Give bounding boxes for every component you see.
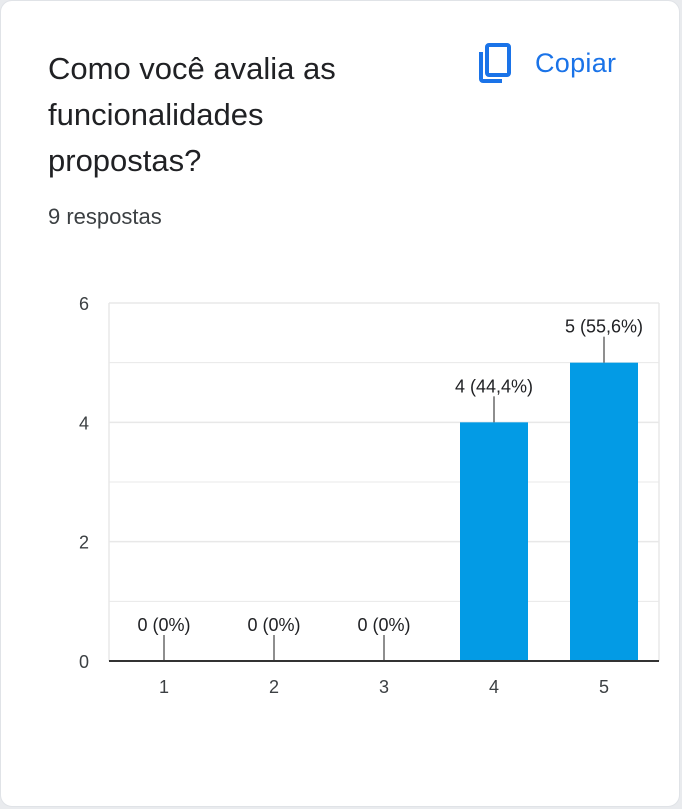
y-tick-label: 0: [79, 652, 89, 672]
response-count: 9 respostas: [48, 204, 162, 229]
y-tick-label: 6: [79, 294, 89, 314]
copy-icon: [479, 43, 511, 83]
copy-button[interactable]: Copiar: [477, 41, 616, 85]
bar: [460, 422, 528, 661]
x-tick-label: 1: [159, 677, 169, 697]
y-tick-label: 2: [79, 533, 89, 553]
question-title: Como você avalia as funcionalidades prop…: [48, 51, 336, 178]
bar: [570, 362, 638, 661]
data-label: 4 (44,4%): [455, 376, 533, 396]
data-label: 0 (0%): [247, 615, 300, 635]
copy-button-label: Copiar: [535, 47, 617, 78]
bar-chart: 0 2 4 6 0 (0%) 1 0 (0%) 2 0 (0%) 3 4 (44,4%) 4 5 (55…: [79, 294, 660, 697]
x-tick-label: 4: [489, 677, 499, 697]
data-label: 0 (0%): [137, 615, 190, 635]
data-label: 0 (0%): [357, 615, 410, 635]
x-tick-label: 2: [269, 677, 279, 697]
data-label: 5 (55,6%): [565, 317, 643, 337]
y-tick-label: 4: [79, 413, 89, 433]
x-tick-label: 5: [599, 677, 609, 697]
x-tick-label: 3: [379, 677, 389, 697]
